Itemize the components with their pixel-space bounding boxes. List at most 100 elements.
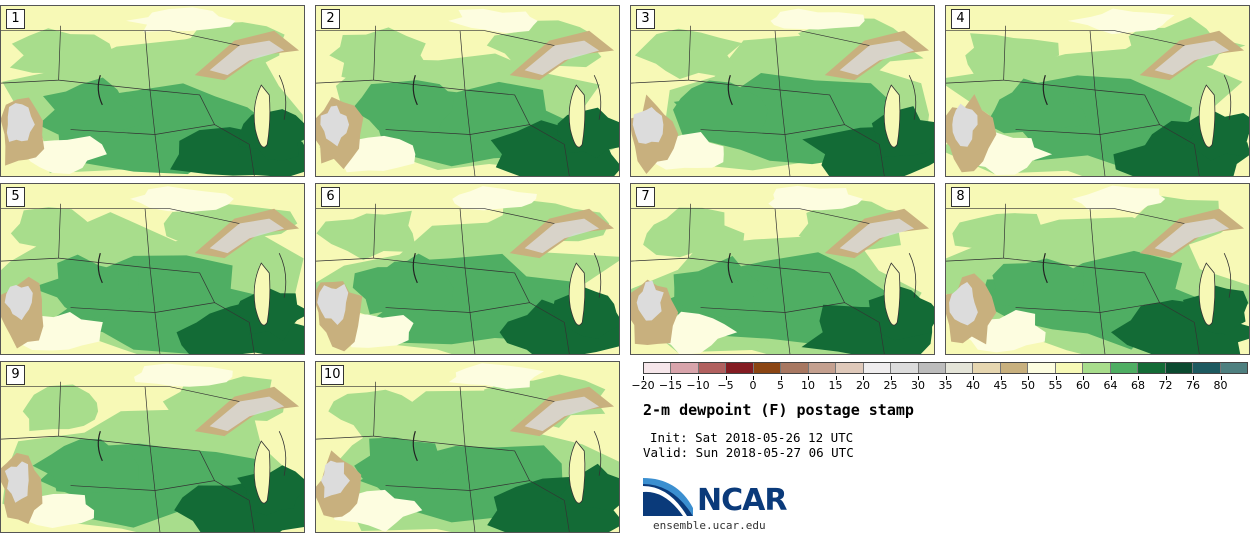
colorbar-tick-label: 5 [777,379,784,392]
colorbar-segment [753,363,782,373]
colorbar-tick-mark [918,376,919,380]
dewpoint-map-icon [1,184,304,354]
colorbar-tick-label: 20 [856,379,870,392]
colorbar-tick-label: 40 [966,379,980,392]
colorbar-tick-label: −20 [631,379,655,392]
dewpoint-map-icon [316,362,619,532]
postage-stamp-map[interactable]: 8 [945,183,1250,355]
dewpoint-map-icon [1,6,304,176]
ensemble-url: ensemble.ucar.edu [653,519,766,532]
colorbar-tick-mark [890,376,892,380]
colorbar-segment [1165,363,1194,373]
colorbar-tick-label: −15 [658,379,683,392]
colorbar-segment [671,363,699,373]
colorbar-segment [808,363,837,373]
colorbar-segment [1220,363,1247,373]
postage-stamp-map[interactable]: 5 [0,183,305,355]
colorbar-tick-label: 15 [828,379,843,392]
colorbar-segment [1028,363,1056,373]
postage-stamp-map[interactable]: 7 [630,183,935,355]
dewpoint-map-icon [1,362,304,532]
colorbar-tick-label: 45 [993,379,1008,392]
colorbar-segment [918,363,946,373]
colorbar-tick-mark [780,376,782,380]
colorbar-tick-mark [1055,376,1057,380]
colorbar-tick-mark [1028,376,1029,380]
colorbar-tick-label: 10 [801,379,815,392]
member-number-label: 2 [321,9,340,29]
colorbar-tick-mark [1193,376,1194,380]
member-number-label: 5 [6,187,25,207]
postage-stamp-map[interactable]: 4 [945,5,1250,177]
colorbar-segment [973,363,1001,373]
postage-stamp-map[interactable]: 3 [630,5,935,177]
colorbar-tick-label: 55 [1048,379,1063,392]
plot-title: 2-m dewpoint (F) postage stamp [643,401,914,419]
colorbar-tick-mark [670,376,672,380]
colorbar-tick-label: 0 [749,379,757,392]
postage-stamp-map[interactable]: 6 [315,183,620,355]
colorbar-segment [836,363,864,373]
colorbar-tick-mark [835,376,837,380]
ncar-logo-icon [643,478,693,516]
dewpoint-map-icon [316,6,619,176]
colorbar-tick-mark [945,376,947,380]
colorbar-tick-mark [973,376,974,380]
dewpoint-colorbar [643,362,1248,374]
init-time: Init: Sat 2018-05-26 12 UTC [650,430,854,445]
dewpoint-map-icon [631,184,934,354]
colorbar-tick-label: 64 [1103,379,1118,392]
member-number-label: 1 [6,9,25,29]
postage-stamp-map[interactable]: 2 [315,5,620,177]
colorbar-segment [1138,363,1166,373]
member-number-label: 4 [951,9,970,29]
colorbar-segment [698,363,727,373]
colorbar-tick-label: 35 [938,379,953,392]
colorbar-tick-label: 72 [1158,379,1173,392]
colorbar-segment [945,363,974,373]
colorbar-segment [1083,363,1111,373]
colorbar-tick-label: −10 [686,379,710,392]
postage-stamp-map[interactable]: 9 [0,361,305,533]
colorbar-tick-label: 68 [1131,379,1145,392]
member-number-label: 6 [321,187,340,207]
dewpoint-map-icon [316,184,619,354]
colorbar-segment [1055,363,1084,373]
colorbar-segment [726,363,754,373]
dewpoint-map-icon [946,6,1249,176]
colorbar-segment [891,363,919,373]
member-number-label: 3 [636,9,655,29]
ncar-logo-text: NCAR [697,483,787,518]
member-number-label: 10 [321,365,344,385]
member-number-label: 7 [636,187,655,207]
member-number-label: 9 [6,365,25,385]
colorbar-segment [1193,363,1221,373]
colorbar-tick-label: 76 [1186,379,1200,392]
colorbar-tick-label: 60 [1076,379,1090,392]
dewpoint-map-icon [946,184,1249,354]
colorbar-tick-labels: −20 −15 −10 −5 0 5 10 15 20 25 30 35 40 45 50 55 60 64 68 7… [631,376,1248,394]
colorbar-tick-mark [863,376,864,380]
dewpoint-map-icon [631,6,934,176]
colorbar-tick-mark [698,376,699,380]
colorbar-tick-mark [1083,376,1084,380]
colorbar-tick-mark [753,376,754,380]
colorbar-tick-mark [808,376,809,380]
colorbar-tick-label: 80 [1213,379,1228,392]
colorbar-tick-mark [1165,376,1167,380]
valid-time: Valid: Sun 2018-05-27 06 UTC [643,445,854,460]
colorbar-segment [781,363,809,373]
colorbar-tick-mark [1220,376,1222,380]
colorbar-tick-label: 25 [883,379,898,392]
colorbar-segment [863,363,892,373]
member-number-label: 8 [951,187,970,207]
colorbar-tick-label: 50 [1021,379,1035,392]
postage-stamp-map[interactable]: 1 [0,5,305,177]
colorbar-segment [644,363,672,373]
colorbar-tick-mark [1000,376,1002,380]
colorbar-tick-mark [1138,376,1139,380]
colorbar-tick-label: 30 [911,379,925,392]
postage-stamp-map[interactable]: 10 [315,361,620,533]
colorbar-tick-mark [643,376,644,380]
colorbar-segment [1110,363,1139,373]
